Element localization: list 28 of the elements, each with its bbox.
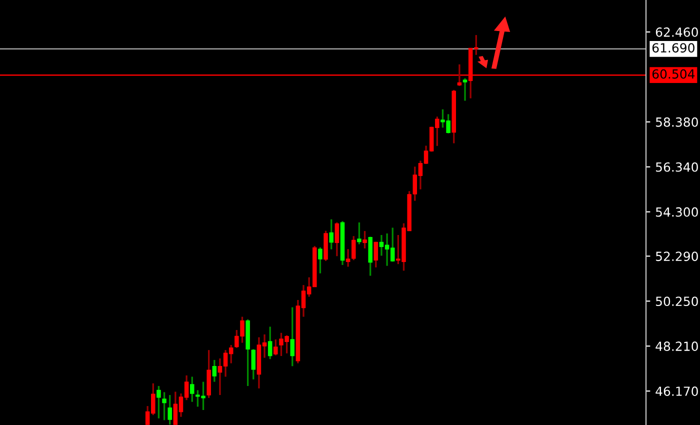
y-tick-label: 48.210 — [656, 342, 698, 352]
candlestick — [290, 306, 295, 367]
candlestick — [462, 77, 468, 102]
candlestick — [346, 248, 350, 268]
y-tick-label: 52.290 — [656, 252, 698, 262]
candlestick — [351, 235, 356, 261]
y-tick-label: 54.300 — [656, 207, 698, 217]
candlestick — [334, 222, 340, 257]
candlestick — [212, 359, 217, 383]
candlestick — [168, 394, 172, 425]
candlestick — [318, 246, 322, 274]
candlestick — [374, 240, 378, 268]
y-tick-label: 58.380 — [656, 117, 698, 127]
ref-line-label: 60.504 — [652, 69, 695, 79]
candlestick — [251, 348, 256, 380]
y-tick-label: 46.170 — [656, 386, 698, 396]
y-tick-label: 56.340 — [656, 162, 698, 172]
candlestick — [156, 385, 161, 420]
ref-line-label: 61.690 — [652, 43, 694, 53]
y-tick-label: 62.460 — [656, 27, 698, 37]
y-tick-label: 50.250 — [656, 296, 698, 306]
candlestick — [162, 391, 166, 421]
candlestick — [268, 326, 272, 360]
candlestick — [274, 338, 278, 356]
candlestick — [329, 218, 334, 250]
candlestick — [190, 376, 194, 403]
candlestick — [362, 230, 367, 250]
candlestick — [357, 222, 362, 246]
